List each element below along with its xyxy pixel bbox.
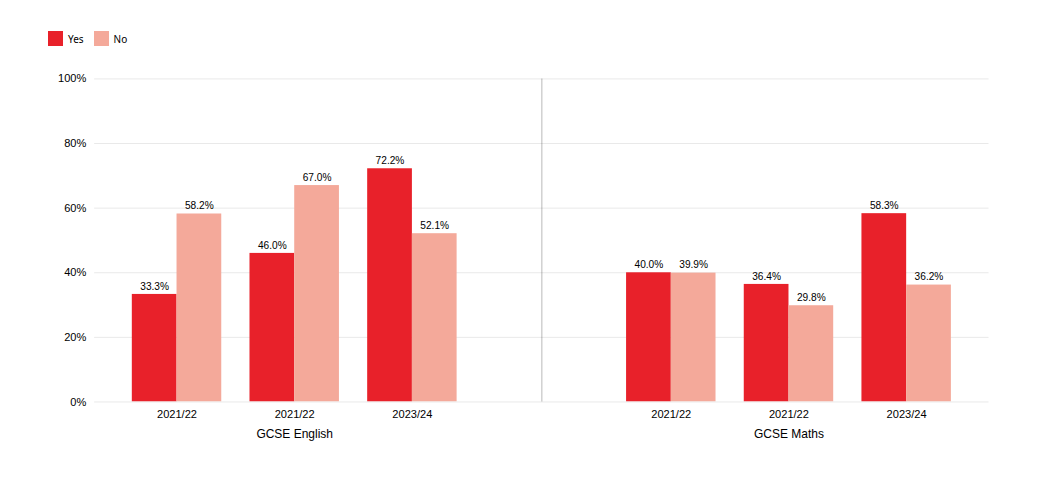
svg-text:20%: 20% [64,331,86,343]
svg-text:2023/24: 2023/24 [887,408,927,420]
svg-text:33.3%: 33.3% [140,281,169,292]
svg-text:0%: 0% [70,396,86,408]
svg-text:40%: 40% [64,266,86,278]
svg-text:29.8%: 29.8% [797,292,826,303]
svg-text:58.3%: 58.3% [870,200,899,211]
svg-text:80%: 80% [64,137,86,149]
svg-text:58.2%: 58.2% [185,200,214,211]
svg-text:100%: 100% [58,72,86,84]
svg-text:60%: 60% [64,202,86,214]
svg-text:46.0%: 46.0% [258,240,287,251]
svg-text:GCSE Maths: GCSE Maths [754,427,824,441]
svg-text:GCSE English: GCSE English [256,427,333,441]
svg-text:2021/22: 2021/22 [651,408,691,420]
svg-text:40.0%: 40.0% [635,259,664,270]
svg-text:52.1%: 52.1% [420,220,449,231]
svg-text:67.0%: 67.0% [303,172,332,183]
html-text:Yes: Yes [68,31,84,46]
svg-text:2023/24: 2023/24 [392,408,432,420]
svg-text:2021/22: 2021/22 [157,408,197,420]
svg-text:2021/22: 2021/22 [275,408,315,420]
svg-text:72.2%: 72.2% [376,155,405,166]
svg-text:39.9%: 39.9% [679,259,708,270]
html-text:No: No [113,31,128,46]
svg-text:36.4%: 36.4% [752,271,781,282]
svg-text:2021/22: 2021/22 [769,408,809,420]
svg-text:36.2%: 36.2% [915,271,944,282]
